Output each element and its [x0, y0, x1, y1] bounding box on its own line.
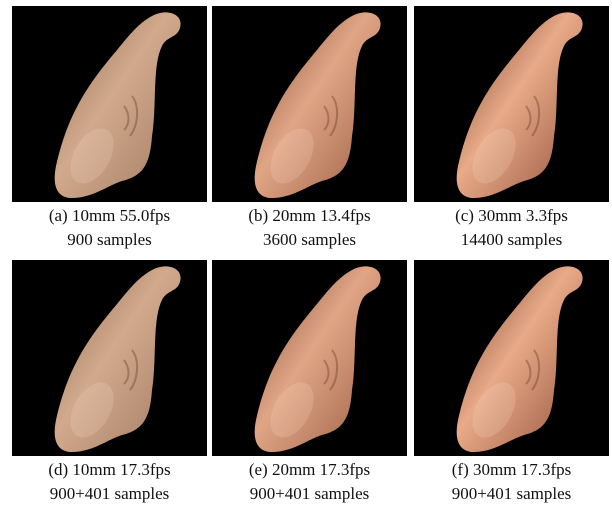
caption: (a) 10mm 55.0fps — [49, 206, 170, 225]
caption-samples: 14400 samples — [461, 230, 563, 249]
panel: (d) 10mm 17.3fps 900+401 samples — [12, 260, 207, 503]
caption-samples: 900+401 samples — [452, 484, 572, 503]
panel: (e) 20mm 17.3fps 900+401 samples — [212, 260, 407, 503]
panel: (c) 30mm 3.3fps 14400 samples — [414, 6, 609, 249]
caption: (f) 30mm 17.3fps — [452, 460, 571, 479]
panel: (a) 10mm 55.0fps 900 samples — [12, 6, 207, 249]
panel: (f) 30mm 17.3fps 900+401 samples — [414, 260, 609, 503]
figure: (a) 10mm 55.0fps 900 samples (b) 20mm 13.4… — [0, 0, 612, 512]
caption: (e) 20mm 17.3fps — [249, 460, 370, 479]
panel: (b) 20mm 13.4fps 3600 samples — [212, 6, 407, 249]
caption: (d) 10mm 17.3fps — [48, 460, 170, 479]
caption: (b) 20mm 13.4fps — [248, 206, 370, 225]
caption-samples: 900+401 samples — [250, 484, 370, 503]
caption-samples: 900 samples — [67, 230, 152, 249]
page: (a) 10mm 55.0fps 900 samples (b) 20mm 13.4… — [0, 0, 612, 512]
caption-samples: 3600 samples — [263, 230, 356, 249]
caption-samples: 900+401 samples — [50, 484, 170, 503]
caption: (c) 30mm 3.3fps — [455, 206, 568, 225]
